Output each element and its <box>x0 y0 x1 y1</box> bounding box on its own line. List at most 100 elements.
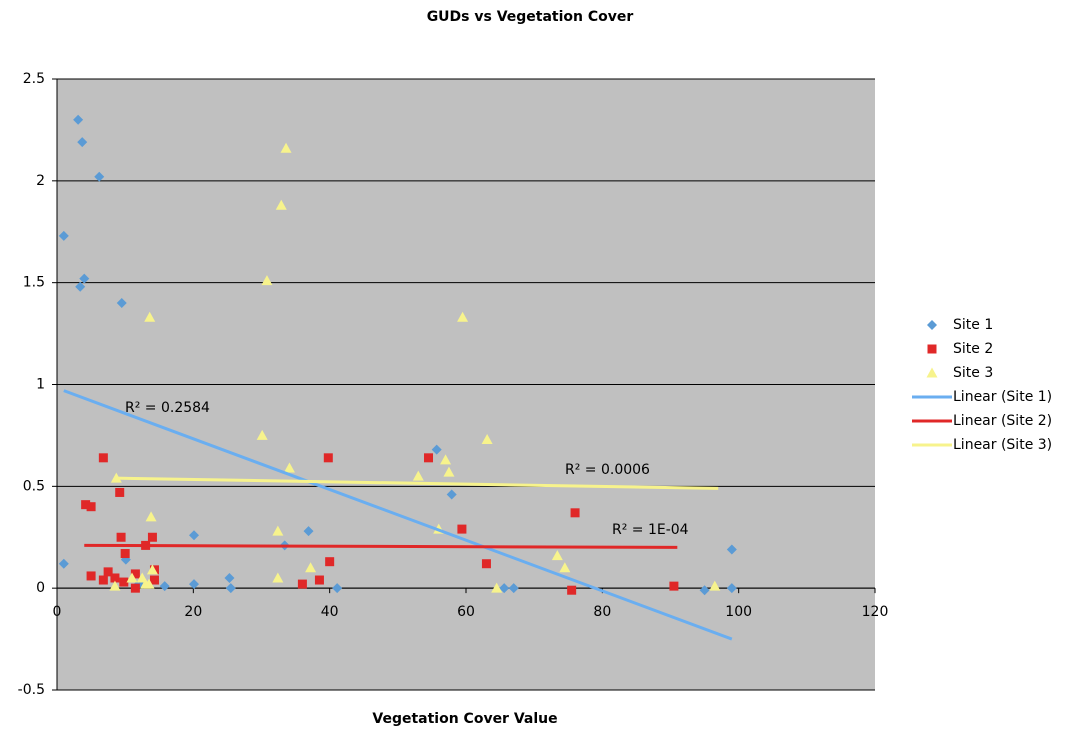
data-point <box>280 142 292 153</box>
data-point <box>126 572 138 583</box>
data-point <box>143 578 155 589</box>
data-point <box>81 500 91 510</box>
data-point <box>77 137 88 148</box>
data-point <box>332 583 343 594</box>
x-tick-label: 80 <box>593 604 611 620</box>
data-point <box>79 273 90 284</box>
y-tick-label: 0 <box>36 580 45 596</box>
data-point <box>570 508 580 518</box>
data-point <box>130 583 140 593</box>
y-tick-label: 1.5 <box>23 275 45 291</box>
data-point <box>98 575 108 585</box>
trendline <box>114 476 719 490</box>
data-point <box>73 114 84 125</box>
data-point <box>491 582 503 593</box>
data-point <box>709 580 721 591</box>
chart-title: GUDs vs Vegetation Cover <box>427 9 634 25</box>
legend-label: Linear (Site 1) <box>953 389 1052 405</box>
data-point <box>86 571 96 581</box>
y-tick-label: 0.5 <box>23 478 45 494</box>
data-point <box>225 583 236 594</box>
data-point <box>58 230 69 241</box>
legend-marker <box>927 320 937 330</box>
legend-label: Site 2 <box>953 341 993 357</box>
x-tick-label: 120 <box>862 604 889 620</box>
y-tick-label: 2 <box>36 173 45 189</box>
data-point <box>94 171 105 182</box>
data-point <box>75 281 86 292</box>
x-tick-label: 100 <box>725 604 752 620</box>
data-point <box>145 511 157 522</box>
data-point <box>119 577 129 587</box>
data-point <box>189 579 200 590</box>
data-point <box>98 453 108 463</box>
data-point <box>559 562 571 573</box>
data-point <box>275 199 287 210</box>
data-point <box>424 453 434 463</box>
data-point <box>261 275 273 286</box>
legend-label: Site 1 <box>953 317 993 333</box>
x-tick-label: 20 <box>184 604 202 620</box>
data-point <box>551 550 563 561</box>
data-point <box>305 562 317 573</box>
data-point <box>159 581 170 592</box>
data-point <box>146 564 158 575</box>
x-tick-label: 0 <box>53 604 62 620</box>
data-point <box>110 573 120 583</box>
data-point <box>283 462 295 473</box>
data-point <box>256 429 268 440</box>
data-point <box>499 583 510 594</box>
data-point <box>272 572 284 583</box>
legend-label: Linear (Site 3) <box>953 437 1052 453</box>
data-point <box>58 558 69 569</box>
y-tick-label: 2.5 <box>23 71 45 87</box>
data-point <box>325 557 335 567</box>
x-axis-title: Vegetation Cover Value <box>372 711 557 727</box>
data-point <box>103 567 113 577</box>
y-tick-label: -0.5 <box>18 682 45 698</box>
data-point <box>699 585 710 596</box>
r-squared-label: R² = 1E-04 <box>612 522 689 538</box>
y-tick-label: 1 <box>36 377 45 393</box>
data-point <box>86 502 96 512</box>
data-point <box>314 575 324 585</box>
data-point <box>116 298 127 309</box>
data-point <box>130 569 140 579</box>
legend-marker <box>927 344 937 354</box>
x-tick-label: 60 <box>457 604 475 620</box>
data-point <box>303 526 314 537</box>
data-point <box>109 580 121 591</box>
data-point <box>508 583 519 594</box>
data-point <box>446 489 457 500</box>
data-point <box>726 583 737 594</box>
data-point <box>669 581 679 591</box>
data-point <box>431 444 442 455</box>
data-point <box>726 544 737 555</box>
data-point <box>120 549 130 559</box>
data-point <box>567 585 577 595</box>
r-squared-label: R² = 0.0006 <box>565 462 650 478</box>
data-point <box>457 524 467 534</box>
trendline <box>84 543 678 549</box>
data-point <box>297 579 307 589</box>
data-point <box>440 454 452 465</box>
trendline <box>63 389 733 641</box>
data-point <box>144 311 156 322</box>
data-point <box>481 433 493 444</box>
r-squared-label: R² = 0.2584 <box>125 400 210 416</box>
data-point <box>323 453 333 463</box>
legend-marker <box>926 367 938 378</box>
x-tick-label: 40 <box>321 604 339 620</box>
data-point <box>189 530 200 541</box>
data-point <box>443 466 455 477</box>
data-point <box>457 311 469 322</box>
legend-label: Site 3 <box>953 365 993 381</box>
data-point <box>147 532 157 542</box>
legend-label: Linear (Site 2) <box>953 413 1052 429</box>
data-point <box>272 525 284 536</box>
data-point <box>115 487 125 497</box>
data-point <box>412 470 424 481</box>
data-point <box>224 572 235 583</box>
data-point <box>481 559 491 569</box>
